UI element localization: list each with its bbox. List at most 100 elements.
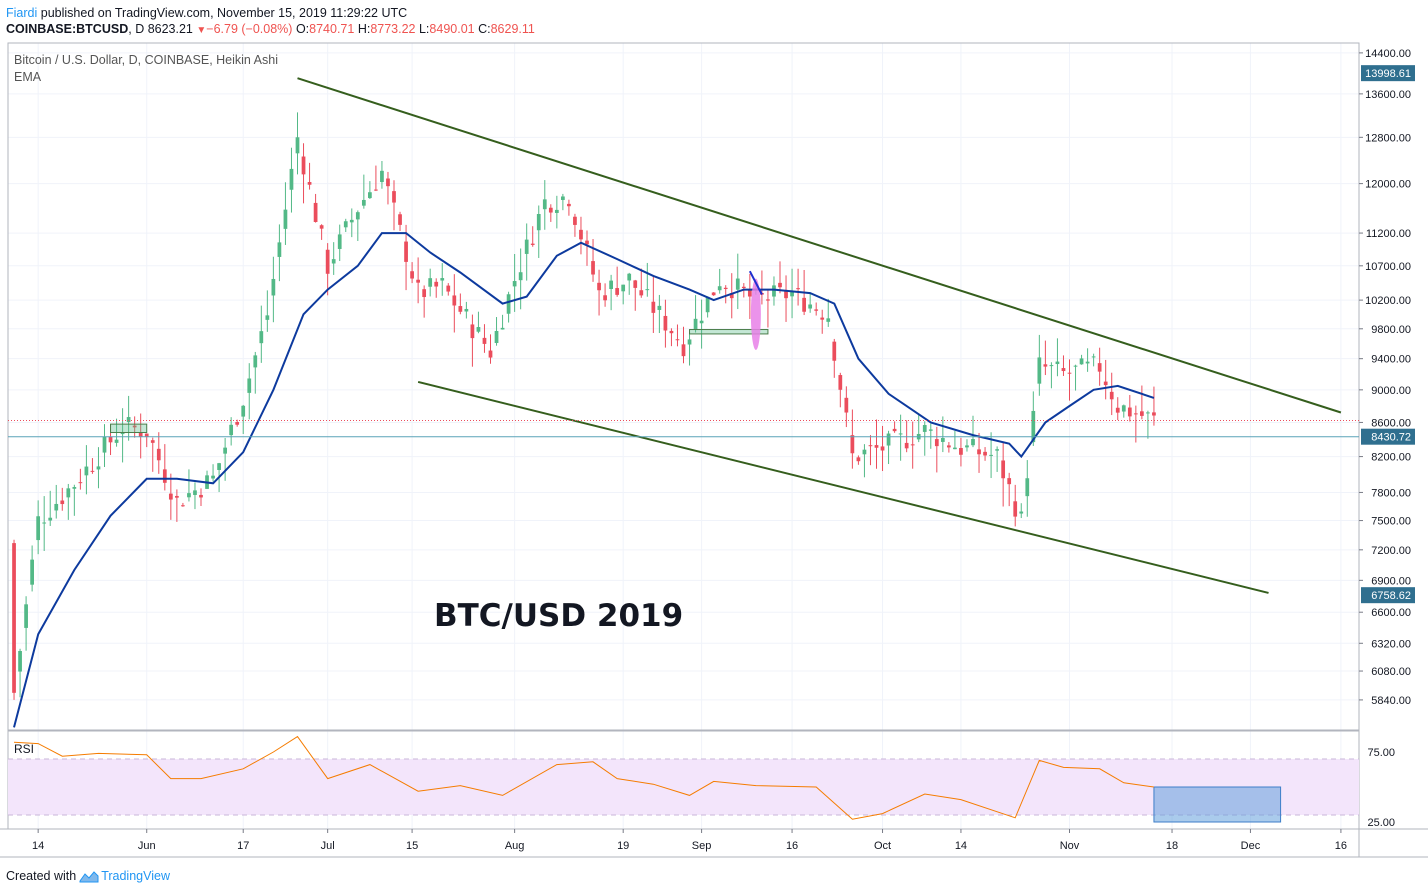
symbol-id: COINBASE:BTCUSD bbox=[6, 22, 129, 36]
close-label: C: bbox=[478, 22, 491, 36]
candle-body bbox=[826, 318, 831, 322]
price-tick-label: 8600.00 bbox=[1371, 417, 1411, 429]
price-tags: 13998.61 8430.72 6758.62 bbox=[1361, 65, 1415, 604]
candle-body bbox=[494, 330, 499, 344]
candle-body bbox=[500, 327, 505, 330]
price-tick-label: 5840.00 bbox=[1371, 695, 1411, 707]
last-price: 8623.21 bbox=[147, 22, 193, 36]
candle-body bbox=[30, 559, 34, 585]
price-tick-label: 7200.00 bbox=[1371, 545, 1411, 557]
candle-body bbox=[392, 191, 396, 203]
candle-body bbox=[78, 482, 83, 484]
price-tick-label: 10700.00 bbox=[1365, 261, 1411, 273]
candle-body bbox=[90, 470, 95, 472]
candle-body bbox=[476, 327, 481, 332]
candle-body bbox=[96, 466, 101, 470]
candle-body bbox=[1109, 391, 1114, 400]
trendline bbox=[417, 380, 1269, 594]
candle-body bbox=[277, 242, 282, 257]
candle-body bbox=[464, 308, 469, 312]
candle-body bbox=[518, 272, 523, 281]
candle-body bbox=[84, 466, 89, 476]
range-box bbox=[110, 423, 148, 434]
candle-body bbox=[1013, 501, 1018, 517]
candle-body bbox=[675, 339, 680, 341]
candle-body bbox=[331, 259, 336, 264]
candle-body bbox=[1019, 511, 1024, 514]
candle-body bbox=[428, 278, 433, 287]
rsi-tick-label: 25.00 bbox=[1367, 817, 1395, 829]
candle-body bbox=[627, 273, 632, 281]
candle-body bbox=[796, 288, 800, 290]
trendline bbox=[297, 77, 1342, 414]
price-tick-label: 9000.00 bbox=[1371, 385, 1411, 397]
price-axis[interactable]: 14400.00 13600.00 12800.00 12000.00 11200.00… bbox=[1359, 48, 1411, 707]
candle-body bbox=[892, 428, 897, 432]
candle-body bbox=[995, 449, 999, 451]
time-tick-label: 14 bbox=[955, 840, 967, 852]
candle-body bbox=[886, 433, 891, 446]
footer: Created with TradingView bbox=[6, 869, 170, 883]
candle-body bbox=[772, 285, 776, 297]
main-pane-border bbox=[7, 42, 1360, 731]
candle-body bbox=[18, 651, 22, 672]
tradingview-brand[interactable]: TradingView bbox=[101, 869, 170, 883]
candle-body bbox=[102, 436, 107, 453]
candle-body bbox=[108, 437, 113, 443]
price-tick-label: 6320.00 bbox=[1371, 638, 1411, 650]
candle-body bbox=[1079, 358, 1084, 365]
low-value: 8490.01 bbox=[429, 22, 475, 36]
candle-body bbox=[217, 463, 221, 470]
price-tick-label: 10200.00 bbox=[1365, 295, 1411, 307]
candle-body bbox=[458, 306, 463, 312]
candle-body bbox=[349, 219, 354, 223]
candle-body bbox=[723, 287, 728, 290]
price-tick-label: 13600.00 bbox=[1365, 89, 1411, 101]
candle-body bbox=[488, 350, 493, 358]
candle-body bbox=[54, 503, 59, 511]
time-axis[interactable]: 14 Jun 17 Jul 15 Aug 19 Sep 16 Oct 14 Nov 18 Dec 16 bbox=[32, 829, 1347, 852]
price-tag-label: 6758.62 bbox=[1371, 590, 1411, 602]
candle-body bbox=[482, 337, 487, 344]
candle-body bbox=[784, 291, 788, 299]
candle-body bbox=[60, 500, 65, 505]
candle-body bbox=[1067, 372, 1072, 374]
candle-body bbox=[440, 278, 445, 281]
rsi-polyline bbox=[13, 735, 1154, 820]
candle-body bbox=[651, 301, 656, 313]
price-tag-box bbox=[1361, 65, 1415, 82]
candle-body bbox=[66, 488, 71, 498]
candle-body bbox=[343, 221, 348, 228]
candle-body bbox=[193, 490, 197, 495]
candle-body bbox=[241, 405, 246, 417]
candle-body bbox=[591, 261, 595, 275]
chart-legend-title: Bitcoin / U.S. Dollar, D, COINBASE, Heik… bbox=[14, 53, 278, 67]
candle-body bbox=[729, 293, 734, 299]
candle-body bbox=[953, 447, 957, 450]
candle-body bbox=[778, 282, 782, 288]
candle-body bbox=[187, 493, 191, 498]
created-with-text: Created with bbox=[6, 869, 77, 883]
pen-stroke bbox=[748, 270, 763, 295]
candle-body bbox=[681, 344, 686, 357]
price-tick-label: 6080.00 bbox=[1371, 666, 1411, 678]
candle-body bbox=[337, 234, 342, 249]
price-tag-label: 8430.72 bbox=[1371, 432, 1411, 444]
candle-body bbox=[271, 278, 276, 296]
rsi-tick-label: 75.00 bbox=[1367, 747, 1395, 759]
high-label: H: bbox=[357, 22, 371, 36]
candle-body bbox=[1091, 356, 1096, 358]
candle-body bbox=[361, 199, 366, 206]
time-tick-label: Sep bbox=[692, 840, 712, 852]
open-label: O: bbox=[295, 22, 310, 36]
high-value: 8773.22 bbox=[370, 22, 416, 36]
time-tick-label: 17 bbox=[237, 840, 249, 852]
candle-body bbox=[717, 286, 722, 291]
candle-body bbox=[1140, 411, 1144, 416]
time-tick-label: Nov bbox=[1060, 840, 1080, 852]
candle-body bbox=[573, 216, 577, 225]
author-name[interactable]: Fiardi bbox=[6, 6, 38, 20]
price-tick-label: 14400.00 bbox=[1365, 48, 1411, 60]
candle-body bbox=[289, 168, 294, 190]
